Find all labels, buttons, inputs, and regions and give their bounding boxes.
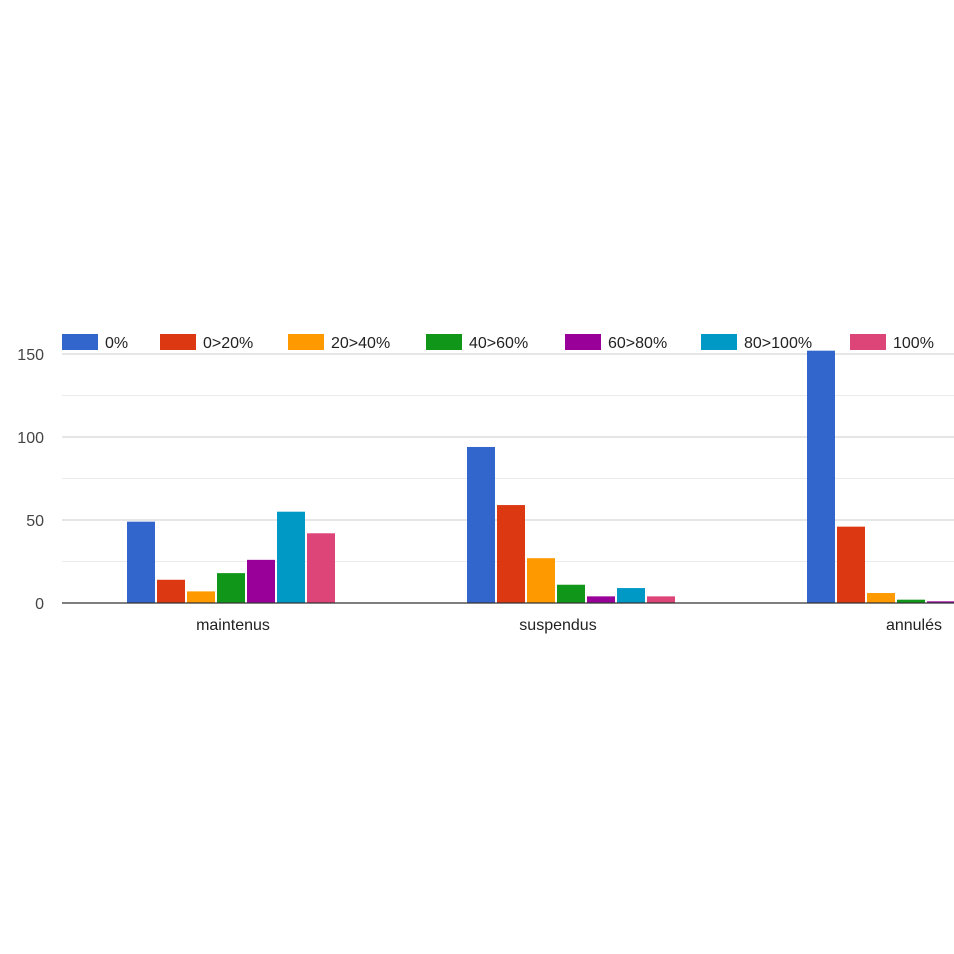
legend-item: 0>20% [160, 334, 253, 352]
bars [127, 350, 954, 603]
legend-item: 60>80% [565, 334, 667, 352]
bar [467, 446, 495, 603]
bar [647, 596, 675, 603]
x-category-label: maintenus [196, 617, 270, 634]
y-tick-label: 150 [17, 347, 44, 364]
bar [307, 533, 335, 603]
bar [587, 596, 615, 603]
bar [807, 350, 835, 603]
legend-item: 80>100% [701, 334, 812, 352]
legend-item: 0% [62, 334, 128, 352]
bar [897, 599, 925, 603]
legend-swatch [701, 334, 737, 350]
legend-swatch [850, 334, 886, 350]
bar [157, 579, 185, 603]
legend-label: 0% [105, 335, 128, 352]
legend-swatch [160, 334, 196, 350]
bar [527, 558, 555, 603]
legend-label: 40>60% [469, 335, 528, 352]
legend-label: 60>80% [608, 335, 667, 352]
bar [497, 505, 525, 603]
bar [217, 573, 245, 603]
legend-label: 80>100% [744, 335, 812, 352]
legend-swatch [565, 334, 601, 350]
bar [617, 588, 645, 603]
legend-swatch [426, 334, 462, 350]
y-tick-label: 100 [17, 430, 44, 447]
bar [277, 511, 305, 603]
bar [127, 521, 155, 603]
y-tick-label: 0 [35, 596, 44, 613]
x-category-label: suspendus [519, 617, 596, 634]
y-tick-label: 50 [26, 513, 44, 530]
x-axis-categories: maintenus suspendus annulés [196, 617, 942, 634]
gridlines [62, 353, 954, 562]
bar [187, 591, 215, 603]
bar [837, 526, 865, 603]
legend-label: 100% [893, 335, 934, 352]
legend-item: 100% [850, 334, 934, 352]
legend-label: 20>40% [331, 335, 390, 352]
legend-swatch [288, 334, 324, 350]
y-axis-ticks: 0 50 100 150 [17, 347, 44, 613]
bar [867, 593, 895, 603]
legend-label: 0>20% [203, 335, 253, 352]
bar [247, 559, 275, 603]
legend-item: 40>60% [426, 334, 528, 352]
x-category-label: annulés [886, 617, 942, 634]
bar [557, 584, 585, 603]
legend-item: 20>40% [288, 334, 390, 352]
legend-swatch [62, 334, 98, 350]
bar [927, 601, 954, 603]
legend: 0% 0>20% 20>40% 40>60% 60>80% 80>100% 100% [62, 334, 934, 352]
